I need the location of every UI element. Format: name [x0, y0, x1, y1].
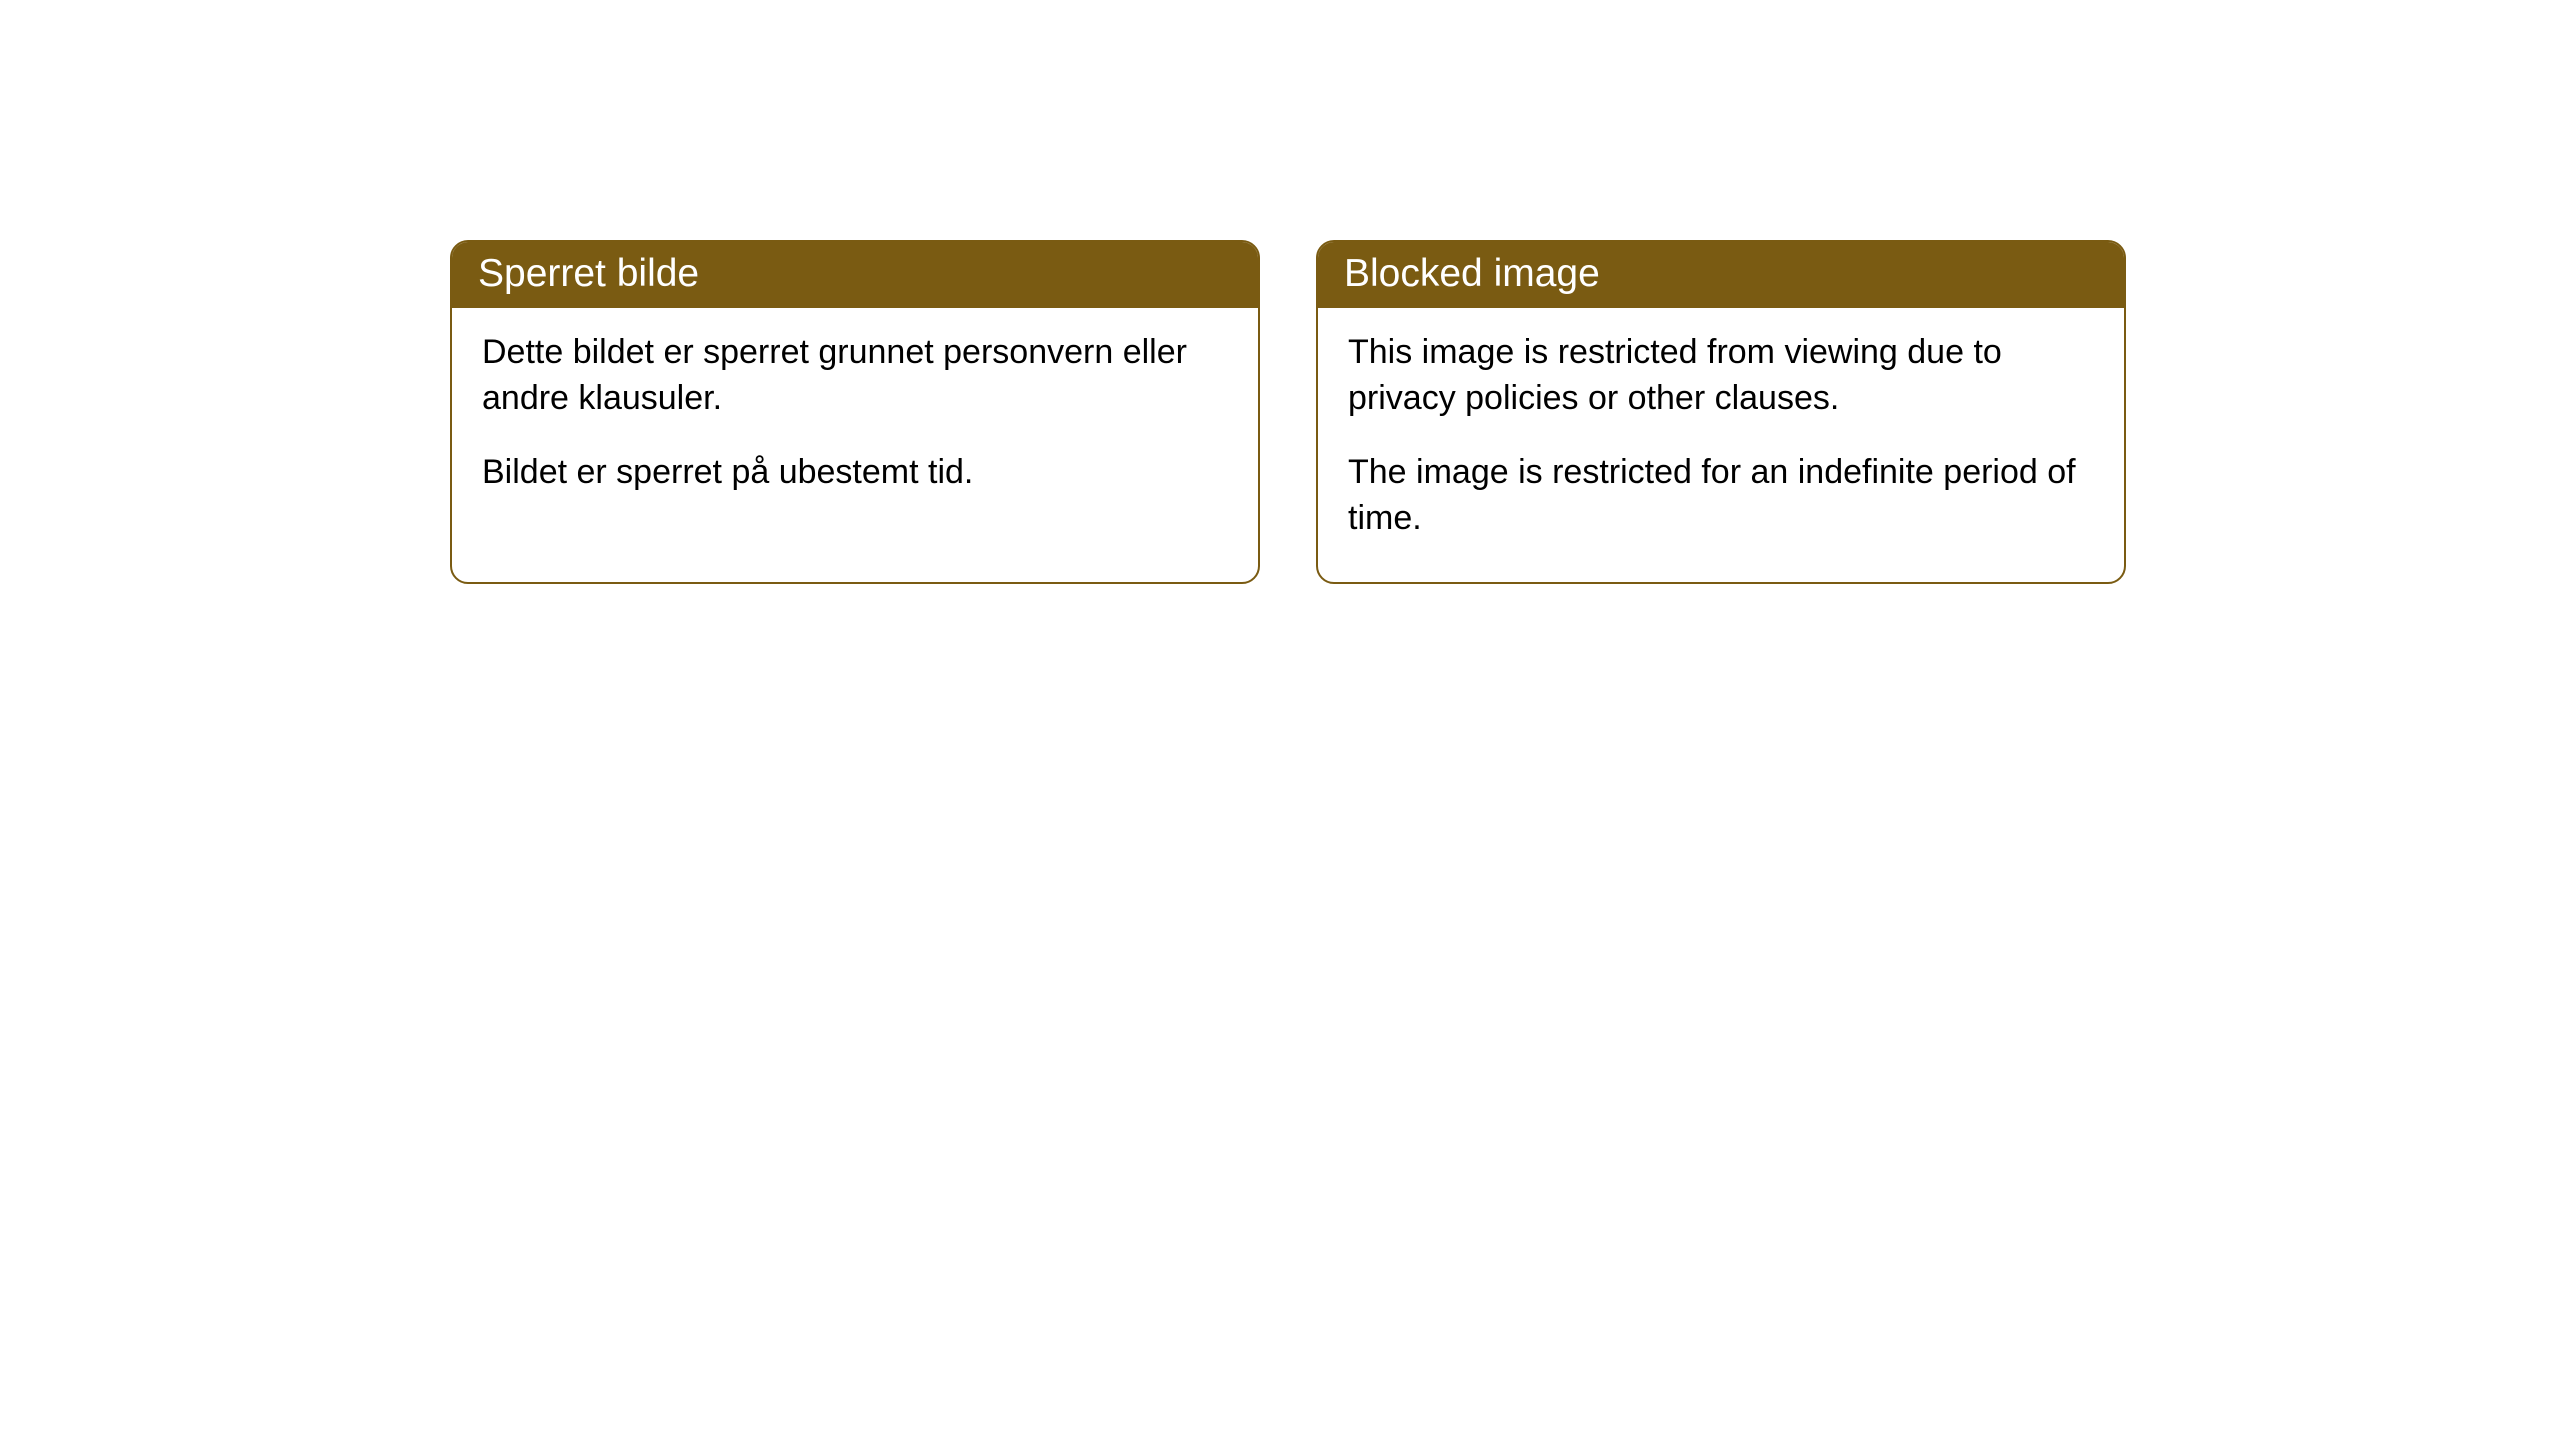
card-paragraph: Bildet er sperret på ubestemt tid.: [482, 450, 1228, 496]
card-header: Blocked image: [1318, 242, 2124, 308]
card-title: Sperret bilde: [478, 252, 699, 295]
card-body: Dette bildet er sperret grunnet personve…: [452, 308, 1258, 536]
card-paragraph: The image is restricted for an indefinit…: [1348, 450, 2094, 542]
card-title: Blocked image: [1344, 252, 1600, 295]
card-header: Sperret bilde: [452, 242, 1258, 308]
notice-cards-container: Sperret bilde Dette bildet er sperret gr…: [450, 240, 2126, 584]
card-body: This image is restricted from viewing du…: [1318, 308, 2124, 582]
card-paragraph: Dette bildet er sperret grunnet personve…: [482, 330, 1228, 422]
notice-card-norwegian: Sperret bilde Dette bildet er sperret gr…: [450, 240, 1260, 584]
notice-card-english: Blocked image This image is restricted f…: [1316, 240, 2126, 584]
card-paragraph: This image is restricted from viewing du…: [1348, 330, 2094, 422]
